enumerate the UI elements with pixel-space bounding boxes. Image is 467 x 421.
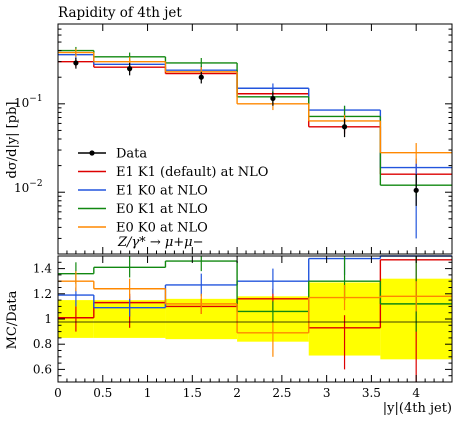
data-point-1 — [127, 66, 133, 72]
y-tick-label-ratio: 0.8 — [33, 337, 52, 351]
y-tick-label-ratio: 1.2 — [33, 287, 52, 301]
legend-label: E0 K0 at NLO — [116, 221, 208, 236]
x-tick-label: 0.5 — [93, 386, 112, 400]
data-point-4 — [341, 124, 348, 130]
y-tick-label-1e-2: 10−2 — [14, 179, 43, 195]
x-tick-label: 2.5 — [272, 386, 291, 400]
y-axis-label: dσ/d|y| [pb] — [5, 102, 20, 179]
main-panel: dσ/d|y| [pb] 10−1 10−2 Data E1 K1 (defaul… — [5, 23, 453, 255]
data-point-0 — [73, 60, 79, 66]
process-annotation: Z/γ* → μ+μ− — [117, 235, 204, 250]
x-tick-label: 2 — [233, 386, 241, 400]
legend-label: E1 K1 (default) at NLO — [116, 165, 268, 180]
legend-label: Data — [116, 147, 147, 162]
legend-data-marker — [89, 150, 95, 156]
legend-entry-4: E0 K0 at NLO — [78, 221, 208, 236]
y-tick-label-1e-1: 10−1 — [14, 94, 43, 110]
legend-entry-3: E0 K1 at NLO — [78, 202, 208, 217]
ratio-panel: 0 0.5 1 1.5 2 2.5 3 3.5 4 0.6 0.8 1 1.2 1.4 MC/Data |… — [5, 255, 453, 416]
series-0 — [58, 56, 452, 183]
data-point-2 — [198, 74, 204, 80]
ratio-y-axis-label: MC/Data — [5, 290, 20, 349]
legend-entry-1: E1 K1 (default) at NLO — [78, 165, 268, 180]
x-tick-label: 1 — [144, 386, 152, 400]
legend-entry-0: Data — [78, 147, 147, 162]
x-tick-label: 0 — [54, 386, 62, 400]
legend-entry-2: E1 K0 at NLO — [78, 184, 208, 199]
legend-label: E1 K0 at NLO — [116, 184, 208, 199]
x-tick-label: 3.5 — [362, 386, 381, 400]
y-tick-label-ratio: 1.4 — [33, 262, 52, 276]
x-tick-label: 1.5 — [183, 386, 202, 400]
y-tick-label-ratio: 0.6 — [33, 362, 52, 376]
data-points — [73, 57, 419, 206]
legend: Data E1 K1 (default) at NLO E1 K0 at NLO E0… — [78, 147, 268, 236]
y-tick-label-ratio: 1 — [44, 312, 52, 326]
main-plot-frame — [57, 23, 453, 255]
data-point-5 — [413, 187, 419, 193]
x-tick-label: 4 — [412, 386, 420, 400]
legend-label: E0 K1 at NLO — [116, 202, 208, 217]
data-point-3 — [270, 95, 276, 102]
x-axis-label: |y|(4th jet) — [383, 401, 452, 416]
chart-title: Rapidity of 4th jet — [58, 5, 182, 21]
series-3 — [58, 271, 452, 357]
x-tick-label: 3 — [323, 386, 331, 400]
